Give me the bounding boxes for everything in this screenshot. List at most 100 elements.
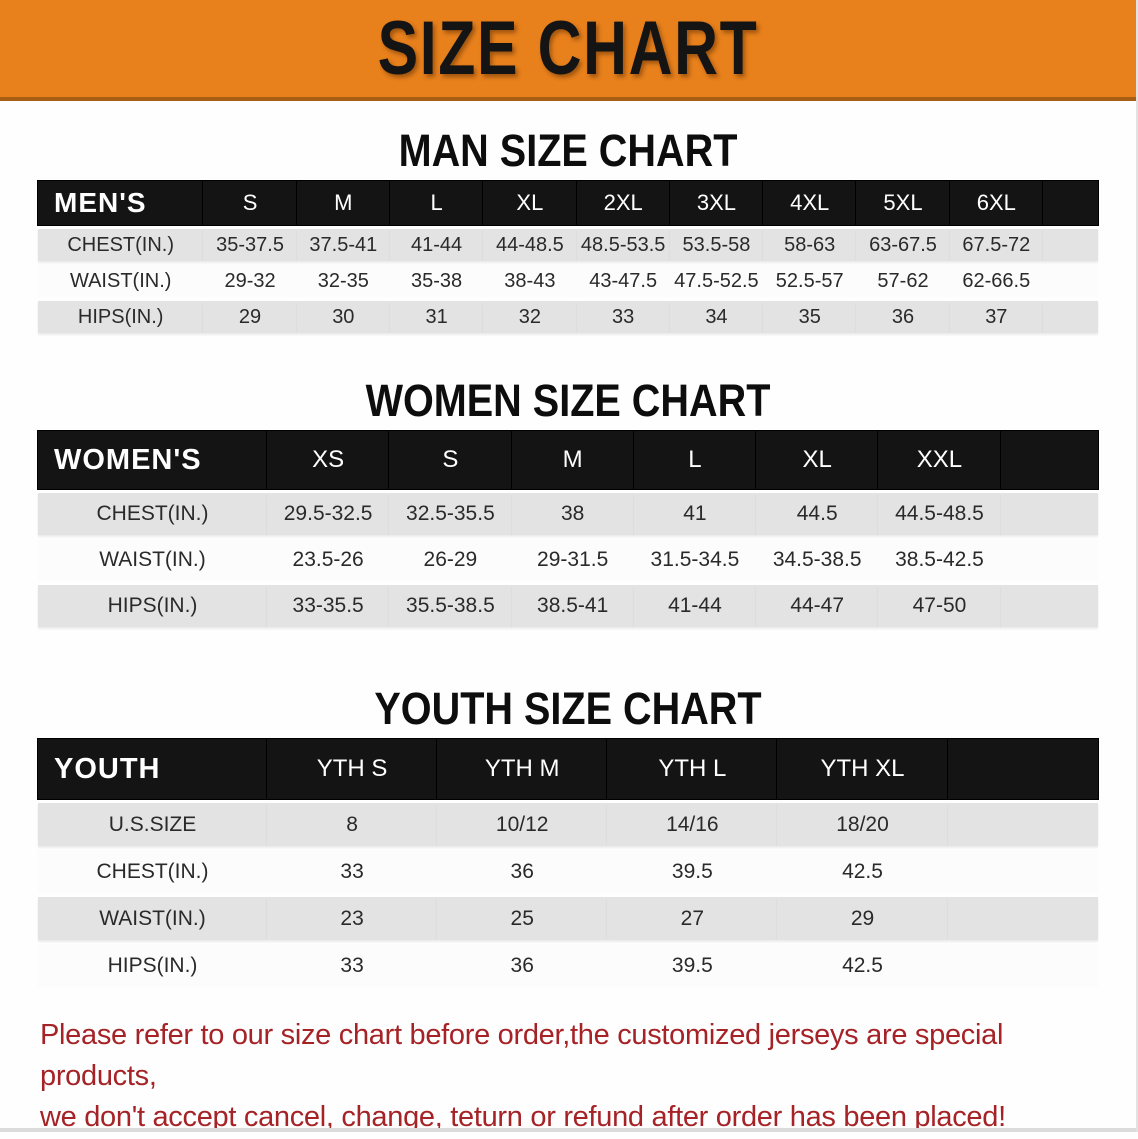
table-cell: 38 (511, 493, 634, 535)
table-cell: 44.5 (756, 493, 879, 535)
table-cell: 35-38 (389, 265, 484, 297)
table-cell: 14/16 (607, 803, 778, 846)
table-cell: 39.5 (607, 850, 778, 893)
table-cell: 44.5-48.5 (878, 493, 1001, 535)
table-cell: 32 (483, 301, 577, 333)
spacer-cell (947, 803, 1098, 846)
table-cell: 48.5-53.5 (576, 229, 670, 261)
row-label: WAIST(IN.) (38, 265, 204, 297)
spacer-cell (1043, 301, 1098, 333)
table-cell: 52.5-57 (763, 265, 857, 297)
table-row: CHEST(IN.) 29.5-32.5 32.5-35.5 38 41 44.5 44.5… (38, 493, 1098, 535)
column-header: XL (756, 431, 879, 489)
mens-section-heading: MAN SIZE CHART (398, 125, 738, 176)
table-cell: 37 (949, 301, 1043, 333)
table-cell: 58-63 (763, 229, 857, 261)
table-cell: 34.5-38.5 (756, 539, 879, 581)
column-header: YTH M (437, 739, 608, 799)
column-header: YTH L (607, 739, 778, 799)
column-header: 3XL (669, 181, 764, 225)
table-cell: 38.5-41 (511, 585, 634, 627)
table-cell: 35-37.5 (203, 229, 297, 261)
table-header-label: MEN'S (38, 181, 204, 225)
table-cell: 42.5 (777, 850, 948, 893)
table-cell: 23 (267, 897, 438, 940)
table-cell: 8 (267, 803, 438, 846)
disclaimer-line-2: we don't accept cancel, change, teturn o… (40, 1101, 1006, 1134)
spacer-cell (1000, 539, 1098, 581)
spacer-cell (1043, 229, 1098, 261)
table-cell: 29-31.5 (511, 539, 634, 581)
table-row: WAIST(IN.) 29-32 32-35 35-38 38-43 43-47.5 47.… (38, 265, 1098, 297)
table-cell: 33-35.5 (267, 585, 390, 627)
column-header: M (511, 431, 634, 489)
table-cell: 29-32 (203, 265, 297, 297)
table-cell: 41-44 (633, 585, 757, 627)
column-header: L (633, 431, 757, 489)
table-header-label: YOUTH (38, 739, 267, 799)
column-header: 4XL (763, 181, 857, 225)
table-cell: 26-29 (389, 539, 512, 581)
column-header: YTH S (267, 739, 438, 799)
table-row: HIPS(IN.) 29 30 31 32 33 34 35 36 37 (38, 301, 1098, 333)
table-cell: 47.5-52.5 (669, 265, 764, 297)
column-header: L (389, 181, 484, 225)
table-row: HIPS(IN.) 33 36 39.5 42.5 (38, 944, 1098, 987)
spacer-cell (947, 944, 1098, 987)
table-cell: 67.5-72 (949, 229, 1043, 261)
mens-section: MAN SIZE CHART MEN'S S M L XL 2XL 3XL 4XL 5XL 6XL… (0, 125, 1136, 337)
table-cell: 44-47 (756, 585, 879, 627)
table-cell: 41 (633, 493, 757, 535)
womens-size-table: WOMEN'S XS S M L XL XXL CHEST(IN.) 29.5-32.5 32.5… (38, 427, 1098, 631)
size-chart-banner: SIZE CHART (0, 0, 1136, 101)
table-cell: 32.5-35.5 (389, 493, 512, 535)
table-header-row: MEN'S S M L XL 2XL 3XL 4XL 5XL 6XL (38, 181, 1098, 225)
table-row: U.S.SIZE 8 10/12 14/16 18/20 (38, 803, 1098, 846)
table-cell: 32-35 (296, 265, 390, 297)
table-cell: 18/20 (777, 803, 948, 846)
table-header-row: WOMEN'S XS S M L XL XXL (38, 431, 1098, 489)
table-header-label: WOMEN'S (38, 431, 267, 489)
table-cell: 38-43 (483, 265, 577, 297)
youth-section-heading: YOUTH SIZE CHART (374, 683, 762, 734)
spacer-cell (1000, 431, 1098, 489)
row-label: WAIST(IN.) (38, 539, 267, 581)
order-disclaimer: Please refer to our size chart before or… (40, 1015, 1100, 1139)
row-label: CHEST(IN.) (38, 850, 267, 893)
row-label: WAIST(IN.) (38, 897, 267, 940)
spacer-cell (1000, 493, 1098, 535)
column-header: XL (483, 181, 577, 225)
table-row: CHEST(IN.) 35-37.5 37.5-41 41-44 44-48.5 48.5… (38, 229, 1098, 261)
column-header: 5XL (856, 181, 950, 225)
table-cell: 27 (607, 897, 778, 940)
spacer-cell (1043, 181, 1098, 225)
column-header: YTH XL (777, 739, 948, 799)
spacer-cell (1043, 265, 1098, 297)
table-cell: 35.5-38.5 (389, 585, 512, 627)
mens-size-table: MEN'S S M L XL 2XL 3XL 4XL 5XL 6XL CHEST(IN.) 35-37… (38, 177, 1098, 337)
column-header: XXL (878, 431, 1001, 489)
column-header: 6XL (949, 181, 1043, 225)
column-header: S (203, 181, 297, 225)
table-cell: 31 (389, 301, 484, 333)
table-cell: 25 (437, 897, 608, 940)
table-row: HIPS(IN.) 33-35.5 35.5-38.5 38.5-41 41-44 44-… (38, 585, 1098, 627)
table-row: CHEST(IN.) 33 36 39.5 42.5 (38, 850, 1098, 893)
youth-size-table: YOUTH YTH S YTH M YTH L YTH XL U.S.SIZE 8 10/12… (38, 735, 1098, 991)
spacer-cell (947, 897, 1098, 940)
table-cell: 37.5-41 (296, 229, 390, 261)
table-cell: 29 (203, 301, 297, 333)
table-cell: 57-62 (856, 265, 950, 297)
youth-section: YOUTH SIZE CHART YOUTH YTH S YTH M YTH L YTH… (0, 683, 1136, 991)
table-cell: 44-48.5 (483, 229, 577, 261)
table-cell: 33 (576, 301, 670, 333)
table-cell: 35 (763, 301, 857, 333)
table-header-row: YOUTH YTH S YTH M YTH L YTH XL (38, 739, 1098, 799)
spacer-cell (947, 739, 1098, 799)
row-label: HIPS(IN.) (38, 585, 267, 627)
table-cell: 41-44 (389, 229, 484, 261)
row-label: CHEST(IN.) (38, 493, 267, 535)
table-cell: 30 (296, 301, 390, 333)
column-header: M (296, 181, 390, 225)
table-cell: 36 (437, 850, 608, 893)
